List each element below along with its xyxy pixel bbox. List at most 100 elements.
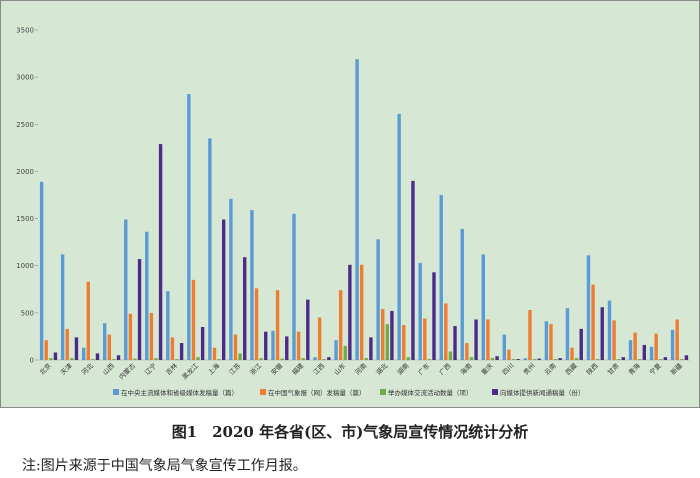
figure-note: 注:图片来源于中国气象局气象宣传工作月报。 — [22, 458, 307, 474]
bar — [70, 358, 74, 360]
bar — [558, 358, 562, 360]
bar — [432, 272, 436, 360]
bar — [595, 359, 600, 360]
bar — [296, 331, 301, 360]
bar — [154, 358, 158, 360]
bar — [439, 195, 443, 360]
bar — [612, 320, 616, 360]
bar — [44, 340, 48, 360]
bar — [322, 359, 326, 360]
bar — [423, 318, 427, 360]
bar — [675, 319, 679, 360]
bar — [427, 359, 432, 360]
bar — [474, 319, 478, 360]
bars — [39, 59, 689, 361]
bar — [65, 328, 69, 360]
bar — [381, 309, 385, 360]
bar — [137, 259, 142, 360]
bar — [586, 255, 591, 360]
bar — [301, 358, 305, 360]
bar — [460, 228, 464, 360]
bar — [49, 358, 53, 360]
bar — [170, 337, 175, 360]
bar — [95, 353, 100, 360]
bar — [238, 353, 242, 360]
legend-swatch — [492, 389, 498, 395]
bar — [133, 358, 137, 360]
bar — [638, 359, 642, 360]
bar — [217, 359, 221, 360]
bar — [306, 299, 310, 360]
bar — [523, 358, 528, 360]
bar — [490, 358, 495, 360]
bar — [385, 324, 390, 360]
bar — [229, 198, 233, 360]
bar — [343, 345, 347, 360]
bar — [607, 300, 612, 360]
figure-caption: 图1 2020 年各省(区、市)气象局宣传情况统计分析 — [171, 423, 529, 441]
bar — [158, 144, 163, 360]
bar — [616, 359, 621, 360]
y-tick-label: 3000 — [16, 74, 34, 82]
bar — [628, 340, 633, 360]
bar — [128, 313, 133, 360]
bar — [376, 239, 380, 360]
bar — [663, 357, 668, 360]
bar — [453, 326, 457, 360]
bar — [444, 303, 448, 360]
bar — [275, 290, 280, 360]
legend-label: 举办媒体交流活动数量（项） — [388, 388, 473, 397]
bar — [633, 332, 637, 360]
bar — [537, 358, 541, 360]
bar — [486, 319, 490, 360]
bar — [208, 138, 212, 360]
bar — [507, 349, 511, 360]
bar — [313, 357, 317, 360]
bar — [53, 352, 58, 360]
bar — [254, 288, 259, 360]
bar — [411, 180, 415, 360]
bar — [124, 219, 128, 360]
bar — [233, 334, 238, 360]
bar — [285, 336, 289, 360]
bar — [264, 331, 268, 360]
bar — [338, 290, 343, 360]
legend: 在中央主流媒体和省级媒体发稿量（篇） 在中国气象报（网）发稿量（篇） 举办媒体交流活… — [113, 388, 585, 397]
legend-swatch — [380, 389, 386, 395]
bar — [271, 330, 275, 360]
bar — [481, 254, 485, 360]
bar — [469, 357, 474, 360]
bar — [334, 340, 338, 360]
bar — [570, 347, 574, 360]
bar — [621, 357, 625, 360]
bar — [60, 254, 65, 360]
bar — [39, 181, 44, 360]
bar — [654, 333, 658, 360]
bar — [191, 279, 196, 360]
bar — [107, 334, 112, 360]
y-tick-label: 1500 — [16, 215, 34, 223]
bar — [112, 359, 116, 360]
bar — [390, 310, 394, 360]
bar — [221, 219, 226, 360]
bar — [175, 359, 179, 360]
bar — [145, 231, 149, 360]
bar — [406, 357, 411, 360]
bar — [448, 351, 453, 360]
bar — [553, 359, 558, 360]
bar — [528, 310, 532, 360]
bar — [680, 359, 684, 360]
bar — [179, 343, 184, 360]
bar — [418, 262, 422, 360]
bar — [565, 308, 570, 360]
y-tick-label: 500 — [21, 309, 34, 317]
legend-label: 在中央主流媒体和省级媒体发稿量（篇） — [121, 388, 238, 397]
y-tick-label: 2000 — [16, 168, 34, 176]
bar — [166, 291, 170, 360]
bar — [81, 347, 86, 360]
bar — [348, 264, 352, 360]
bar — [355, 59, 359, 360]
y-tick-label: 3500 — [16, 27, 34, 35]
bar — [495, 356, 499, 360]
